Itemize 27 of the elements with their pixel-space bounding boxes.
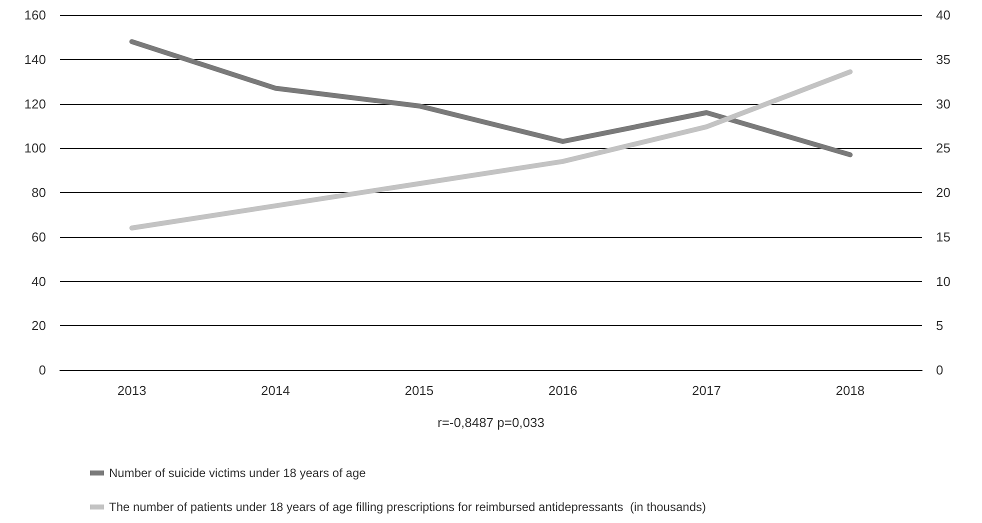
y2-tick-label: 5 [936,318,944,334]
y2-tick-label: 25 [936,140,950,156]
y2-tick-label: 0 [936,362,944,378]
y-tick-label: 100 [24,140,46,156]
y2-tick-label: 35 [936,52,950,67]
y-tick-label: 60 [32,229,46,244]
x-tick-label: 2013 [117,383,146,398]
y-tick-label: 40 [32,274,46,289]
text: r=-0,8487 p=0,033 [438,415,544,430]
y2-tick-label: 20 [936,185,950,200]
y-tick-label: 120 [24,96,46,112]
y-tick-label: 80 [32,185,46,200]
x-tick-label: 2016 [548,383,578,398]
legend-label: The number of patients under 18 years of age filling prescriptions for reimbursed antidepressants (in thousands) [109,500,706,514]
y2-tick-label: 15 [936,229,950,244]
y-tick-label: 0 [38,362,46,378]
x-tick-label: 2014 [261,383,290,398]
x-tick-label: 2018 [836,383,865,398]
y2-tick-label: 10 [936,274,950,289]
y-tick-label: 160 [24,8,46,22]
legend-label: Number of suicide victims under 18 years of age [109,466,366,480]
y-tick-label: 20 [32,318,46,334]
x-tick-label: 2015 [404,383,434,398]
y2-tick-label: 40 [936,8,950,22]
x-tick-label: 2017 [692,383,721,398]
y2-tick-label: 30 [936,96,950,112]
y-tick-label: 140 [24,52,46,67]
